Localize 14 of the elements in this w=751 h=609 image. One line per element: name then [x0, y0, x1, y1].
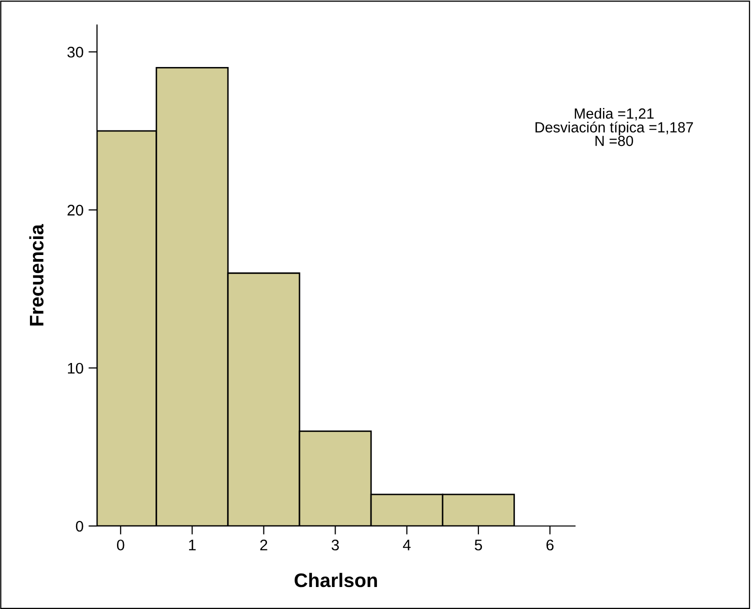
- x-tick-label: 1: [189, 540, 196, 550]
- x-tick-label: 2: [260, 540, 268, 550]
- x-tick-label: 5: [474, 540, 482, 550]
- annotation: Media =1,21 Desviación típica =1,187 N =80: [536, 108, 693, 146]
- x-tick-label: 3: [332, 540, 339, 550]
- x-axis-title: Charlson: [294, 572, 377, 588]
- x-tick-label: 6: [546, 540, 554, 550]
- y-tick-label: 30: [67, 46, 84, 58]
- y-tick-label: 20: [68, 204, 84, 216]
- y-tick-label: 0: [76, 520, 84, 532]
- y-tick-label: 10: [68, 362, 84, 374]
- x-tick-label: 4: [402, 540, 411, 550]
- y-axis-title: Frecuencia: [29, 224, 44, 326]
- x-tick-label: 0: [116, 540, 124, 550]
